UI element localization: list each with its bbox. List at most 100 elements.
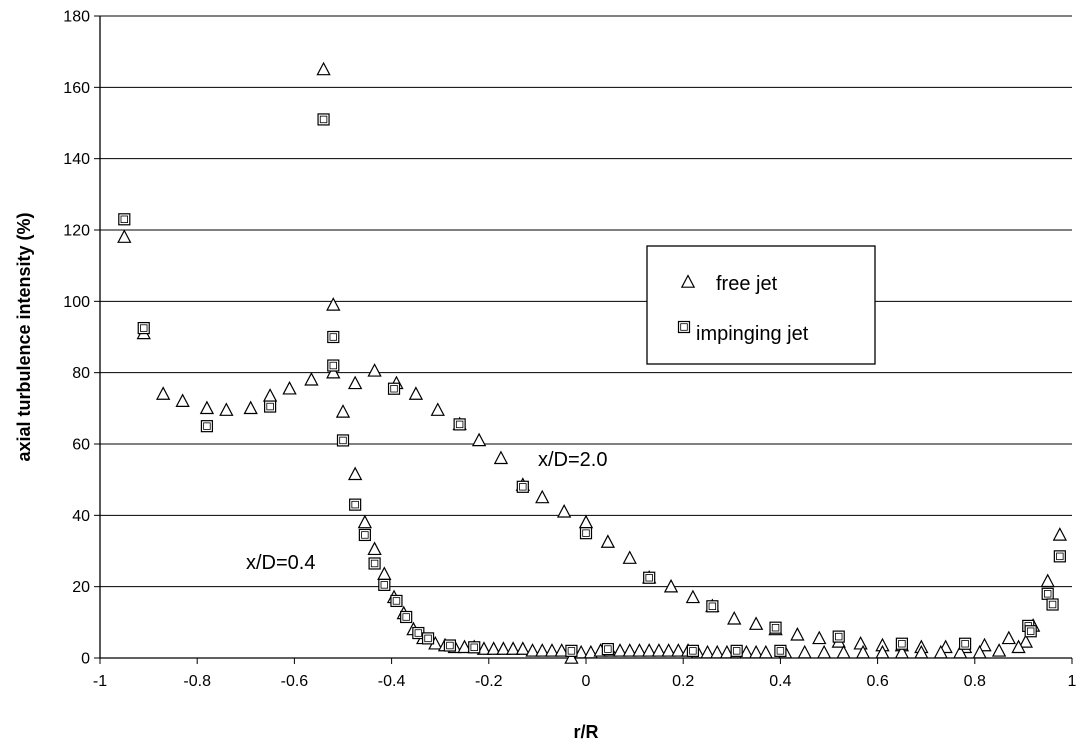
legend-label-impinging-jet: impinging jet xyxy=(696,323,809,345)
data-point-square xyxy=(468,641,481,654)
y-tick-label: 60 xyxy=(72,437,90,454)
data-point-square xyxy=(895,637,909,650)
data-point-triangle xyxy=(727,610,742,625)
x-tick-label: 0.4 xyxy=(769,673,791,690)
data-point-triangle xyxy=(493,450,509,465)
data-point-triangle xyxy=(564,650,579,664)
data-point-square xyxy=(327,359,340,372)
data-point-triangle xyxy=(663,578,679,593)
data-point-square xyxy=(579,527,593,540)
data-point-square xyxy=(453,418,466,431)
legend-label-free-jet: free jet xyxy=(716,273,778,295)
x-tick-label: -0.4 xyxy=(378,673,406,690)
data-point-square xyxy=(421,632,435,645)
data-point-triangle xyxy=(622,550,637,564)
data-point-square xyxy=(378,578,391,591)
y-tick-label: 140 xyxy=(63,151,90,168)
data-point-triangle xyxy=(556,503,572,518)
x-tick-label: -0.8 xyxy=(183,673,211,690)
data-point-triangle xyxy=(739,644,754,659)
data-point-triangle xyxy=(700,644,715,659)
y-tick-labels: 0 20 40 60 80 100 120 140 160 180 xyxy=(63,9,90,668)
data-point-triangle xyxy=(367,363,382,377)
data-point-triangle xyxy=(758,644,773,659)
y-tick-label: 100 xyxy=(63,294,90,311)
y-tick-label: 160 xyxy=(63,80,90,97)
data-point-triangle xyxy=(953,644,968,659)
x-tick-label: -1 xyxy=(93,673,107,690)
data-point-triangle xyxy=(914,644,929,659)
data-point-triangle xyxy=(535,643,550,657)
x-tick-label: 1 xyxy=(1068,673,1077,690)
data-point-triangle xyxy=(316,61,331,76)
data-point-square xyxy=(368,557,381,570)
data-point-triangle xyxy=(836,644,851,659)
data-point-square xyxy=(400,610,413,624)
data-point-triangle xyxy=(671,643,686,657)
y-axis-label: axial turbulence intensity (%) xyxy=(14,212,34,461)
x-tick-label: 0.2 xyxy=(672,673,694,690)
data-point-triangle xyxy=(816,644,832,659)
data-point-triangle xyxy=(685,589,701,604)
data-point-triangle xyxy=(175,393,190,407)
data-point-triangle xyxy=(573,644,589,659)
data-point-triangle xyxy=(525,643,540,657)
data-point-triangle xyxy=(430,402,445,416)
data-point-triangle xyxy=(710,644,725,659)
data-point-square xyxy=(317,113,330,126)
data-point-square xyxy=(118,213,131,226)
data-point-square xyxy=(1046,598,1059,611)
data-point-triangle xyxy=(335,404,351,418)
data-point-triangle xyxy=(583,644,599,659)
data-point-triangle xyxy=(117,229,132,243)
data-point-triangle xyxy=(347,466,363,481)
data-point-triangle xyxy=(156,386,171,400)
data-point-triangle xyxy=(578,514,594,529)
data-point-square xyxy=(958,637,972,650)
legend: free jet impinging jet xyxy=(646,245,876,365)
data-point-triangle xyxy=(476,641,492,655)
data-point-triangle xyxy=(790,627,805,641)
data-point-triangle xyxy=(496,641,511,655)
data-point-square xyxy=(390,594,403,608)
data-point-square xyxy=(1041,587,1054,600)
y-tick-label: 180 xyxy=(63,9,90,26)
data-point-triangle xyxy=(600,534,616,548)
x-tick-label: -0.6 xyxy=(281,673,309,690)
data-point-triangle xyxy=(505,641,521,655)
data-point-square xyxy=(601,642,614,656)
x-tick-labels: -1 -0.8 -0.6 -0.4 -0.2 0 0.2 0.4 0.6 0.8 1 xyxy=(93,673,1077,690)
data-point-triangle xyxy=(219,402,234,416)
legend-triangle-marker xyxy=(680,274,696,288)
data-point-square xyxy=(706,600,719,613)
data-point-triangle xyxy=(304,372,319,386)
data-point-triangle xyxy=(972,644,987,659)
data-point-triangle xyxy=(347,375,363,390)
data-point-square xyxy=(349,498,362,511)
x-tick-label: 0.6 xyxy=(866,673,888,690)
data-point-square xyxy=(516,480,529,493)
data-point-triangle xyxy=(612,643,628,657)
data-point-triangle xyxy=(554,643,569,657)
y-tick-label: 120 xyxy=(63,223,90,240)
data-point-triangle xyxy=(1040,573,1055,588)
data-point-square xyxy=(769,621,782,634)
data-point-triangle xyxy=(357,514,373,529)
data-point-triangle xyxy=(408,386,424,400)
data-point-triangle xyxy=(544,643,560,657)
data-point-square xyxy=(358,528,371,542)
data-point-triangle xyxy=(748,616,764,630)
gridlines xyxy=(100,15,1072,588)
x-tick-label: -0.2 xyxy=(475,673,503,690)
data-point-triangle xyxy=(719,644,735,659)
data-point-triangle xyxy=(367,541,382,556)
data-point-square xyxy=(336,434,350,447)
data-point-triangle xyxy=(797,644,812,659)
data-point-triangle xyxy=(748,644,764,659)
data-point-square xyxy=(1024,625,1037,638)
annotation-xd-2: x/D=2.0 xyxy=(538,449,607,471)
data-point-square xyxy=(443,639,457,652)
data-point-triangle xyxy=(457,639,472,654)
data-point-triangle xyxy=(661,643,676,657)
x-tick-label: 0 xyxy=(582,673,591,690)
